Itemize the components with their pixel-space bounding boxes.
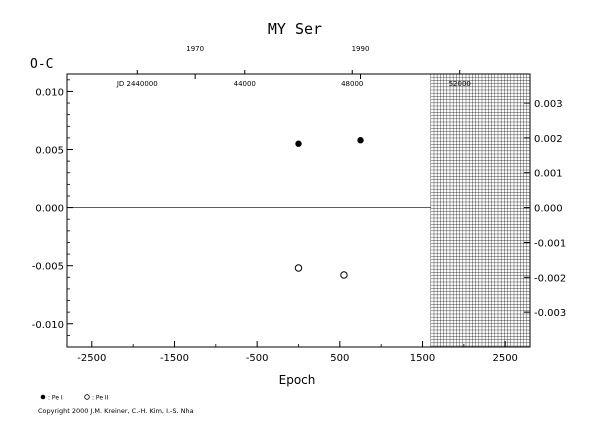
right-tick-label: 0.000: [534, 204, 563, 215]
right-tick-label: -0.002: [534, 273, 566, 284]
data-points: [294, 137, 364, 279]
legend-marker-pe1: [40, 394, 46, 400]
x-tick-label: -500: [246, 353, 269, 364]
plot-frame: [66, 73, 531, 348]
jd-tick-label: 44000: [234, 80, 256, 88]
x-tick-label: -2500: [77, 353, 106, 364]
x-tick-label: 1500: [410, 353, 435, 364]
y-tick-label: -0.010: [32, 320, 64, 331]
right-tick-label: 0.002: [534, 134, 563, 145]
jd-tick-label: 48000: [341, 80, 363, 88]
right-tick-label: 0.001: [534, 169, 563, 180]
axis-ticks: -2500 -1500 -500 500 1500 2500 1970 1990 JD 2440…: [32, 45, 567, 364]
x-tick-label: -1500: [160, 353, 189, 364]
jd-tick-label: 52000: [449, 80, 471, 88]
chart-title: MY Ser: [268, 20, 322, 38]
y-tick-label: 0.010: [35, 87, 64, 98]
y-tick-label: 0.005: [35, 146, 64, 157]
data-point-pe1: [357, 137, 364, 144]
hatched-region-lines: [430, 73, 531, 347]
x-tick-label: 2500: [492, 353, 517, 364]
x-tick-label: 500: [330, 353, 349, 364]
right-tick-label: -0.001: [534, 238, 566, 249]
x-axis-label: Epoch: [279, 373, 316, 387]
y-tick-label: -0.005: [32, 262, 64, 273]
legend-label-pe2: : Pe II: [92, 395, 109, 402]
legend-label-pe1: : Pe I: [48, 395, 63, 402]
y-tick-label: 0.000: [35, 204, 64, 215]
year-tick-label: 1990: [352, 45, 370, 53]
right-tick-label: -0.003: [534, 308, 566, 319]
data-point-pe2: [340, 271, 348, 279]
year-tick-label: 1970: [186, 45, 204, 53]
y-axis-label: O-C: [30, 57, 53, 72]
jd-tick-label: JD 2440000: [116, 80, 158, 88]
copyright-text: Copyright 2000 J.M. Kreiner, C.-H. Kim, …: [38, 407, 194, 415]
data-point-pe2: [294, 264, 303, 272]
right-tick-label: 0.003: [534, 99, 563, 110]
data-point-pe1: [295, 140, 302, 147]
legend-marker-pe2: [84, 394, 90, 400]
